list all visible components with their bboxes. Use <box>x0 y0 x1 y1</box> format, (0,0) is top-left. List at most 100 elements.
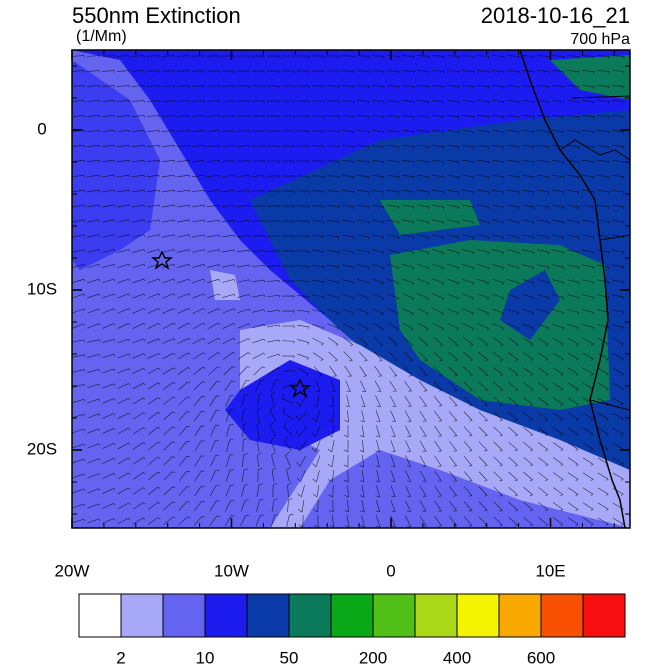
wind-barb <box>508 367 519 377</box>
wind-barb <box>508 441 519 452</box>
wind-barb <box>117 308 131 314</box>
wind-barb <box>176 70 190 73</box>
wind-barb <box>551 55 565 59</box>
wind-barb <box>493 352 504 362</box>
wind-barb <box>402 278 415 285</box>
wind-barb <box>131 55 145 58</box>
wind-barb <box>192 204 205 208</box>
wind-barb <box>462 159 475 164</box>
wind-barb <box>87 219 100 223</box>
wind-barb <box>237 220 250 223</box>
wind-barb <box>296 130 310 134</box>
wind-barb <box>117 502 131 510</box>
wind-barb <box>266 265 280 268</box>
wind-barb <box>582 472 594 481</box>
wind-barb <box>390 485 396 497</box>
wind-barb <box>507 174 520 179</box>
wind-barb <box>266 115 280 118</box>
wind-barb <box>146 55 160 58</box>
wind-barb <box>326 55 340 59</box>
wind-barb <box>417 174 430 179</box>
wind-barb <box>222 219 235 223</box>
wind-barb <box>449 441 458 452</box>
wind-barb <box>266 175 280 178</box>
wind-barb <box>537 174 550 179</box>
wind-barb <box>281 100 295 103</box>
wind-barb <box>611 115 625 119</box>
wind-barb <box>552 204 565 209</box>
wind-barb <box>270 391 276 407</box>
wind-barb <box>478 411 488 422</box>
wind-barb <box>162 249 176 253</box>
wind-barb <box>132 219 145 223</box>
wind-barb <box>177 338 191 344</box>
wind-barb <box>222 337 236 344</box>
wind-barb <box>567 174 580 179</box>
wind-barb <box>146 100 160 103</box>
wind-barb <box>161 85 175 88</box>
wind-barb <box>582 487 594 496</box>
wind-barb <box>582 352 594 361</box>
wind-barb <box>432 159 445 164</box>
wind-barb <box>432 174 445 179</box>
wind-barb <box>311 440 321 453</box>
wind-barb <box>492 189 505 195</box>
wind-barb <box>236 190 250 193</box>
wind-barb <box>374 365 383 377</box>
wind-barb <box>357 249 370 255</box>
wind-barb <box>72 384 86 388</box>
wind-barb <box>102 219 115 223</box>
wind-barb <box>581 115 595 119</box>
wind-barb <box>417 263 430 270</box>
wind-barb <box>567 219 580 225</box>
wind-barb <box>507 219 520 225</box>
wind-barb <box>194 410 205 422</box>
wind-barb <box>221 85 235 88</box>
wind-barb <box>178 471 190 481</box>
wind-barb <box>387 249 400 255</box>
wind-barb <box>162 204 175 208</box>
wind-barb <box>178 396 191 406</box>
wind-barb <box>327 294 340 300</box>
wind-barb <box>102 443 116 449</box>
wind-barb <box>371 55 385 59</box>
wind-barb <box>116 55 130 58</box>
wind-barb <box>493 456 503 467</box>
wind-barb <box>375 425 381 438</box>
wind-barb <box>147 293 161 299</box>
wind-barb <box>404 410 412 422</box>
wind-barb <box>341 130 355 134</box>
wind-barb <box>87 144 100 148</box>
wind-barb <box>536 70 550 74</box>
wind-barb <box>87 204 100 208</box>
wind-barb <box>326 190 340 194</box>
wind-barb <box>192 322 206 330</box>
wind-barb <box>387 160 400 164</box>
wind-barb <box>567 472 579 481</box>
wind-barb <box>209 500 220 512</box>
wind-barb <box>508 456 519 467</box>
wind-barb <box>433 351 443 362</box>
wind-barb <box>207 264 221 268</box>
coastline <box>519 50 626 528</box>
wind-barb <box>281 265 295 268</box>
wind-barb <box>523 412 534 422</box>
wind-barb <box>477 337 489 347</box>
wind-barb <box>433 396 443 407</box>
wind-barb <box>296 115 310 119</box>
wind-barb <box>253 366 266 376</box>
wind-barb <box>536 55 550 59</box>
wind-barb <box>270 436 276 452</box>
wind-barb <box>238 366 251 376</box>
wind-barb <box>72 428 86 434</box>
wind-barb <box>296 235 310 239</box>
wind-barb <box>102 189 115 193</box>
wind-barb <box>343 337 354 347</box>
wind-barb <box>251 205 265 208</box>
wind-barb <box>372 189 385 194</box>
colorbar-box <box>204 593 248 638</box>
wind-barb <box>342 234 355 239</box>
wind-barb <box>506 100 520 104</box>
wind-barb <box>87 264 101 268</box>
